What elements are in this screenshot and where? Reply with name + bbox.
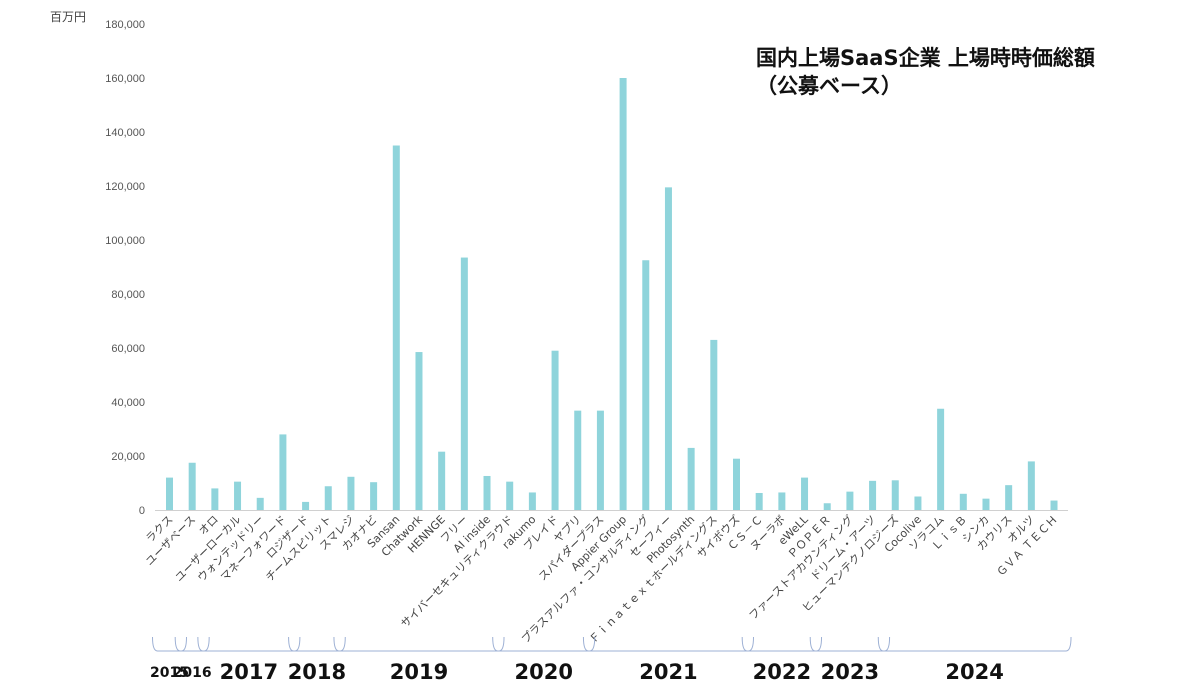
bar xyxy=(256,497,264,510)
year-group-label: 2015 xyxy=(150,665,189,681)
bar xyxy=(415,352,423,510)
bar xyxy=(1027,461,1035,510)
year-bracket xyxy=(492,636,596,652)
bar xyxy=(982,498,990,510)
bar xyxy=(188,462,196,510)
bar xyxy=(596,410,604,510)
year-bracket xyxy=(197,636,301,652)
bar xyxy=(664,187,672,510)
year-bracket xyxy=(152,636,187,652)
bar xyxy=(279,434,287,510)
year-bracket xyxy=(741,636,823,652)
y-tick-label: 160,000 xyxy=(105,73,145,85)
bar xyxy=(937,408,945,510)
bar xyxy=(506,481,514,510)
year-group-label: 2024 xyxy=(945,660,1003,681)
y-tick-label: 0 xyxy=(139,505,145,517)
bar xyxy=(733,458,740,510)
bar xyxy=(460,257,468,510)
bar xyxy=(574,410,582,510)
bar xyxy=(211,488,219,510)
bar xyxy=(823,503,831,510)
bar xyxy=(370,482,378,510)
bar xyxy=(846,491,854,510)
y-tick-label: 120,000 xyxy=(105,181,145,193)
y-tick-label: 60,000 xyxy=(111,343,145,355)
bar xyxy=(551,350,559,510)
year-bracket xyxy=(582,636,754,652)
bar xyxy=(959,493,967,510)
bar xyxy=(483,475,491,510)
bar xyxy=(438,451,446,510)
year-group-label: 2021 xyxy=(639,660,697,681)
bar xyxy=(778,492,786,510)
bar xyxy=(392,145,400,510)
year-bracket xyxy=(877,636,1072,652)
y-tick-label: 20,000 xyxy=(111,451,145,463)
bar xyxy=(166,477,173,510)
bar xyxy=(914,496,922,510)
year-bracket xyxy=(333,636,505,652)
bar xyxy=(710,339,718,510)
bar xyxy=(869,480,877,510)
year-bracket xyxy=(288,636,346,652)
bar xyxy=(1005,485,1013,510)
year-group-label: 2016 xyxy=(173,665,212,681)
bar xyxy=(528,492,536,510)
bar xyxy=(755,492,763,510)
year-bracket xyxy=(174,636,210,652)
year-group-label: 2017 xyxy=(220,660,278,681)
y-tick-label: 80,000 xyxy=(111,289,145,301)
year-group-label: 2023 xyxy=(821,660,879,681)
bar xyxy=(687,447,695,510)
chart-title-line: 国内上場SaaS企業 上場時時価総額 xyxy=(756,46,1095,70)
year-group-label: 2020 xyxy=(514,660,572,681)
year-group-label: 2022 xyxy=(753,660,811,681)
bar xyxy=(1050,500,1058,510)
bar xyxy=(642,260,650,510)
bar xyxy=(302,501,310,510)
year-bracket xyxy=(809,636,891,652)
year-group-label: 2019 xyxy=(390,660,448,681)
y-tick-label: 140,000 xyxy=(105,127,145,139)
bar xyxy=(891,480,899,510)
bar xyxy=(234,481,242,510)
bar xyxy=(801,477,809,510)
bar xyxy=(324,486,332,510)
year-group-label: 2018 xyxy=(288,660,346,681)
y-tick-label: 180,000 xyxy=(105,19,145,31)
y-axis-unit-label: 百万円 xyxy=(50,10,87,24)
bar xyxy=(619,78,627,510)
y-tick-label: 100,000 xyxy=(105,235,145,247)
chart-title: 国内上場SaaS企業 上場時時価総額 （公募ベース） xyxy=(756,44,1095,100)
chart-subtitle: （公募ベース） xyxy=(756,74,902,98)
bar xyxy=(347,476,355,510)
y-tick-label: 40,000 xyxy=(111,397,145,409)
